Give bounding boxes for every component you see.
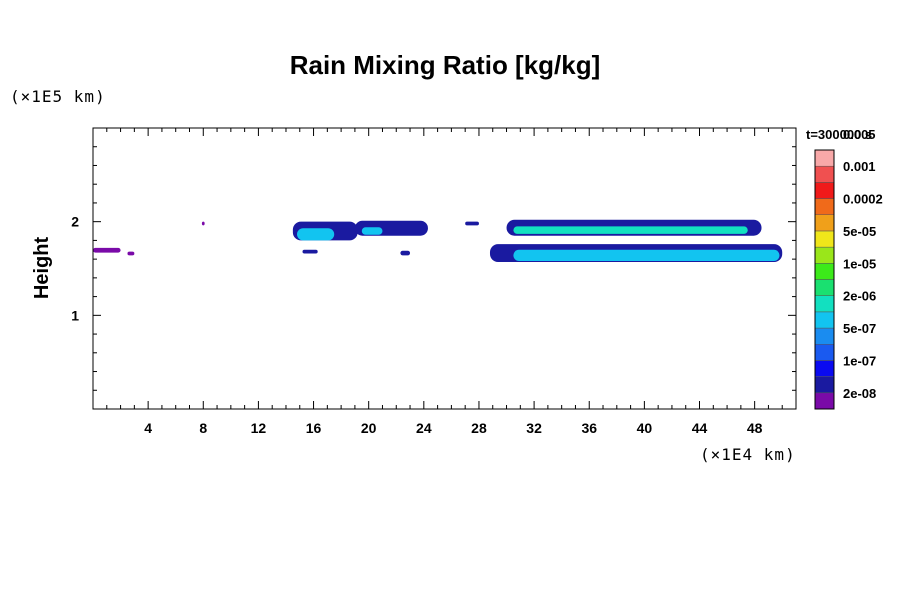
colorbar-swatch [814, 295, 835, 313]
plot-frame [92, 127, 797, 410]
x-axis-ticks: 4 8 12 16 20 24 28 32 36 40 44 48 [106, 128, 783, 436]
x-tick-label: 8 [199, 420, 207, 436]
x-tick-label: 16 [306, 420, 322, 436]
x-tick-label: 44 [692, 420, 708, 436]
colorbar-label: 2e-08 [843, 386, 876, 401]
y-axis-label: Height [31, 237, 53, 300]
colorbar-label: 0.001 [843, 159, 876, 174]
data-region-2 [201, 221, 205, 226]
y-axis-ticks: 12 [71, 146, 796, 391]
colorbar-swatch [814, 344, 835, 361]
colorbar-swatch [814, 246, 835, 264]
colorbar-swatch [814, 149, 835, 167]
x-tick-label: 32 [526, 420, 542, 436]
colorbar-label: 5e-07 [843, 321, 876, 336]
colorbar-swatch [814, 198, 835, 215]
data-region-9 [465, 221, 479, 226]
x-tick-label: 40 [637, 420, 653, 436]
x-tick-label: 12 [251, 420, 267, 436]
data-region-4 [297, 228, 335, 241]
colorbar-label: 0.0002 [843, 192, 883, 207]
colorbar-frame [814, 149, 835, 410]
x-unit-label: (×1E4 km) [700, 445, 796, 464]
x-tick-label: 36 [581, 420, 597, 436]
colorbar-swatch [814, 214, 835, 232]
data-region-1 [127, 251, 135, 256]
colorbar-label: 1e-05 [843, 256, 876, 271]
colorbar-swatch [814, 392, 835, 410]
colorbar-swatch [814, 360, 835, 377]
colorbar-label: 1e-07 [843, 353, 876, 368]
colorbar-swatch [814, 376, 835, 394]
colorbar-swatch [814, 327, 835, 345]
colorbar-label: 2e-06 [843, 289, 876, 304]
x-tick-label: 48 [747, 420, 763, 436]
x-tick-label: 4 [144, 420, 152, 436]
chart-title: Rain Mixing Ratio [kg/kg] [290, 50, 601, 80]
y-tick-label: 1 [71, 307, 79, 323]
colorbar-label: 5e-05 [843, 224, 876, 239]
data-region-13 [513, 249, 780, 262]
colorbar-swatch [814, 263, 835, 280]
y-tick-label: 2 [71, 214, 79, 230]
colorbar-swatch [814, 311, 835, 329]
x-tick-label: 28 [471, 420, 487, 436]
colorbar-swatch [814, 182, 835, 199]
x-tick-label: 24 [416, 420, 432, 436]
colorbar [814, 149, 835, 410]
data-regions [93, 219, 783, 262]
x-tick-label: 20 [361, 420, 377, 436]
colorbar-swatch [814, 230, 835, 248]
time-label: t=300000 s [806, 127, 872, 142]
colorbar-swatch [814, 165, 835, 183]
y-unit-label: (×1E5 km) [10, 87, 106, 106]
data-region-11 [513, 226, 748, 234]
data-region-7 [302, 249, 318, 254]
colorbar-swatch [814, 279, 835, 296]
colorbar-label: 0.005 [843, 127, 876, 142]
data-region-0 [93, 247, 121, 253]
data-region-8 [400, 250, 411, 256]
colorbar-labels: 2e-08 1e-07 5e-07 2e-06 1e-05 5e-05 0.0002 0.00… [843, 127, 883, 401]
data-region-6 [361, 227, 383, 235]
